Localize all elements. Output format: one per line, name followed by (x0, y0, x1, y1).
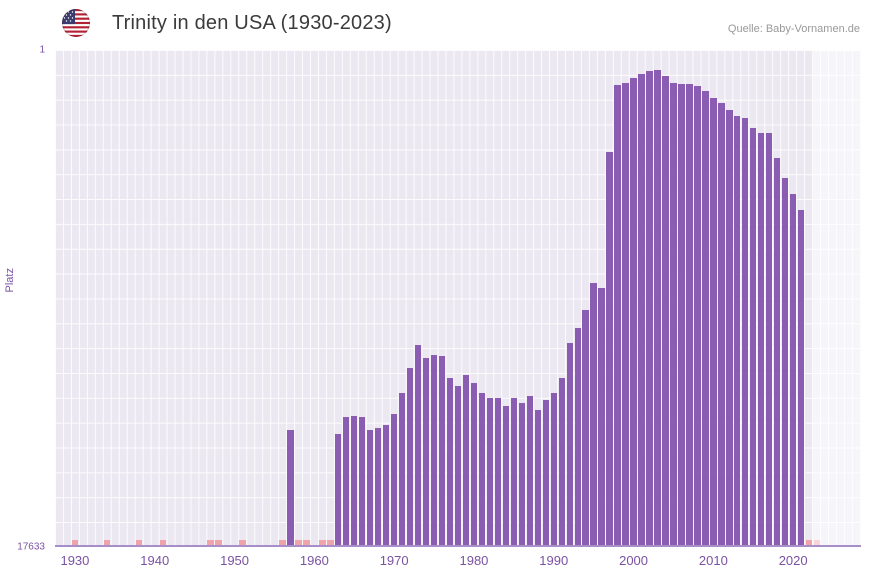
rank-bar (398, 393, 406, 545)
rank-bar (478, 393, 486, 545)
rank-bar (774, 157, 781, 545)
rank-bar (678, 84, 685, 545)
rank-bar (414, 345, 422, 545)
rank-bar (590, 283, 597, 545)
x-axis-ticks: 1930 1940 1950 1960 1970 1980 1990 2000 2010 2020 (55, 553, 861, 573)
rank-bar (550, 393, 557, 545)
x-tick-label: 1960 (299, 553, 329, 568)
rank-bar (766, 133, 773, 545)
x-tick-label: 1980 (459, 553, 489, 568)
rank-bar (781, 177, 789, 545)
rank-bar (718, 102, 725, 545)
rank-bar (438, 356, 446, 545)
rank-bar (662, 76, 669, 545)
rank-bar (622, 83, 629, 545)
rank-bar (406, 367, 414, 545)
unranked-mark (303, 540, 310, 545)
x-tick-label: 2020 (778, 553, 808, 568)
rank-bar (758, 133, 765, 545)
rank-bar (382, 425, 390, 545)
rank-bar (646, 71, 653, 545)
rank-bar (630, 77, 637, 545)
rank-bar (710, 98, 717, 545)
rank-bar (750, 128, 757, 545)
y-tick-label: 17633 (17, 541, 45, 553)
x-tick-label: 2010 (698, 553, 728, 568)
rank-bar (582, 310, 589, 545)
rank-bar (789, 193, 797, 545)
rank-bar (558, 377, 565, 545)
rank-bar (638, 73, 645, 545)
x-tick-label: 1930 (60, 553, 90, 568)
rank-bar (422, 358, 430, 545)
rank-bar (702, 91, 709, 545)
rank-bar (526, 396, 533, 545)
us-flag-icon (62, 9, 90, 37)
chart-header: Trinity in den USA (1930-2023) (62, 6, 392, 40)
rank-bar (462, 374, 470, 545)
y-axis-ticks: 1 17633 (0, 45, 50, 553)
rank-bar (797, 210, 805, 545)
unranked-mark (215, 540, 222, 545)
rank-bar (375, 427, 382, 545)
rank-bar (566, 342, 573, 545)
rank-bar (494, 397, 502, 545)
rank-bar (430, 355, 438, 545)
unranked-mark (805, 540, 813, 545)
rank-bar (726, 109, 733, 545)
rank-bar (734, 115, 741, 545)
unranked-mark (207, 540, 214, 545)
rank-bar (390, 414, 398, 545)
unranked-mark (279, 540, 286, 545)
rank-bar (686, 84, 693, 545)
rank-bar (351, 415, 358, 545)
rank-bar (694, 86, 701, 545)
rank-bar (470, 383, 478, 545)
rank-bar (367, 429, 374, 545)
unranked-mark (135, 540, 142, 545)
x-tick-label: 1940 (140, 553, 170, 568)
plot-area (55, 50, 861, 547)
rank-bar (359, 417, 366, 545)
no-data-band (813, 50, 861, 545)
rank-bar (598, 287, 605, 545)
rank-bar (287, 429, 294, 545)
rank-bar (502, 405, 510, 545)
rank-bar (486, 397, 494, 545)
rank-bar (574, 328, 581, 545)
rank-bar (606, 152, 613, 545)
unranked-mark (239, 540, 246, 545)
rank-bar (742, 117, 749, 545)
unranked-mark (71, 540, 79, 545)
unranked-mark (319, 540, 326, 545)
y-tick-label: 1 (39, 44, 45, 56)
unranked-mark (159, 540, 166, 545)
rank-bar (614, 84, 621, 545)
x-tick-label: 2000 (619, 553, 649, 568)
rank-bar (343, 417, 350, 545)
unranked-mark (295, 540, 302, 545)
x-tick-label: 1950 (220, 553, 250, 568)
unranked-mark (327, 540, 334, 545)
rank-bar (518, 403, 526, 545)
x-tick-label: 1970 (379, 553, 409, 568)
unranked-mark (103, 540, 111, 545)
rank-bar (446, 377, 454, 545)
rank-bar (454, 386, 462, 545)
chart-title: Trinity in den USA (1930-2023) (112, 11, 392, 34)
rank-bar (510, 397, 518, 545)
rank-bar (335, 434, 342, 545)
rank-bar (670, 83, 677, 545)
source-credit: Quelle: Baby-Vornamen.de (727, 23, 860, 35)
x-tick-label: 1990 (539, 553, 569, 568)
rank-bar (534, 410, 541, 545)
rank-bar (654, 69, 661, 545)
rank-bar (542, 400, 549, 545)
